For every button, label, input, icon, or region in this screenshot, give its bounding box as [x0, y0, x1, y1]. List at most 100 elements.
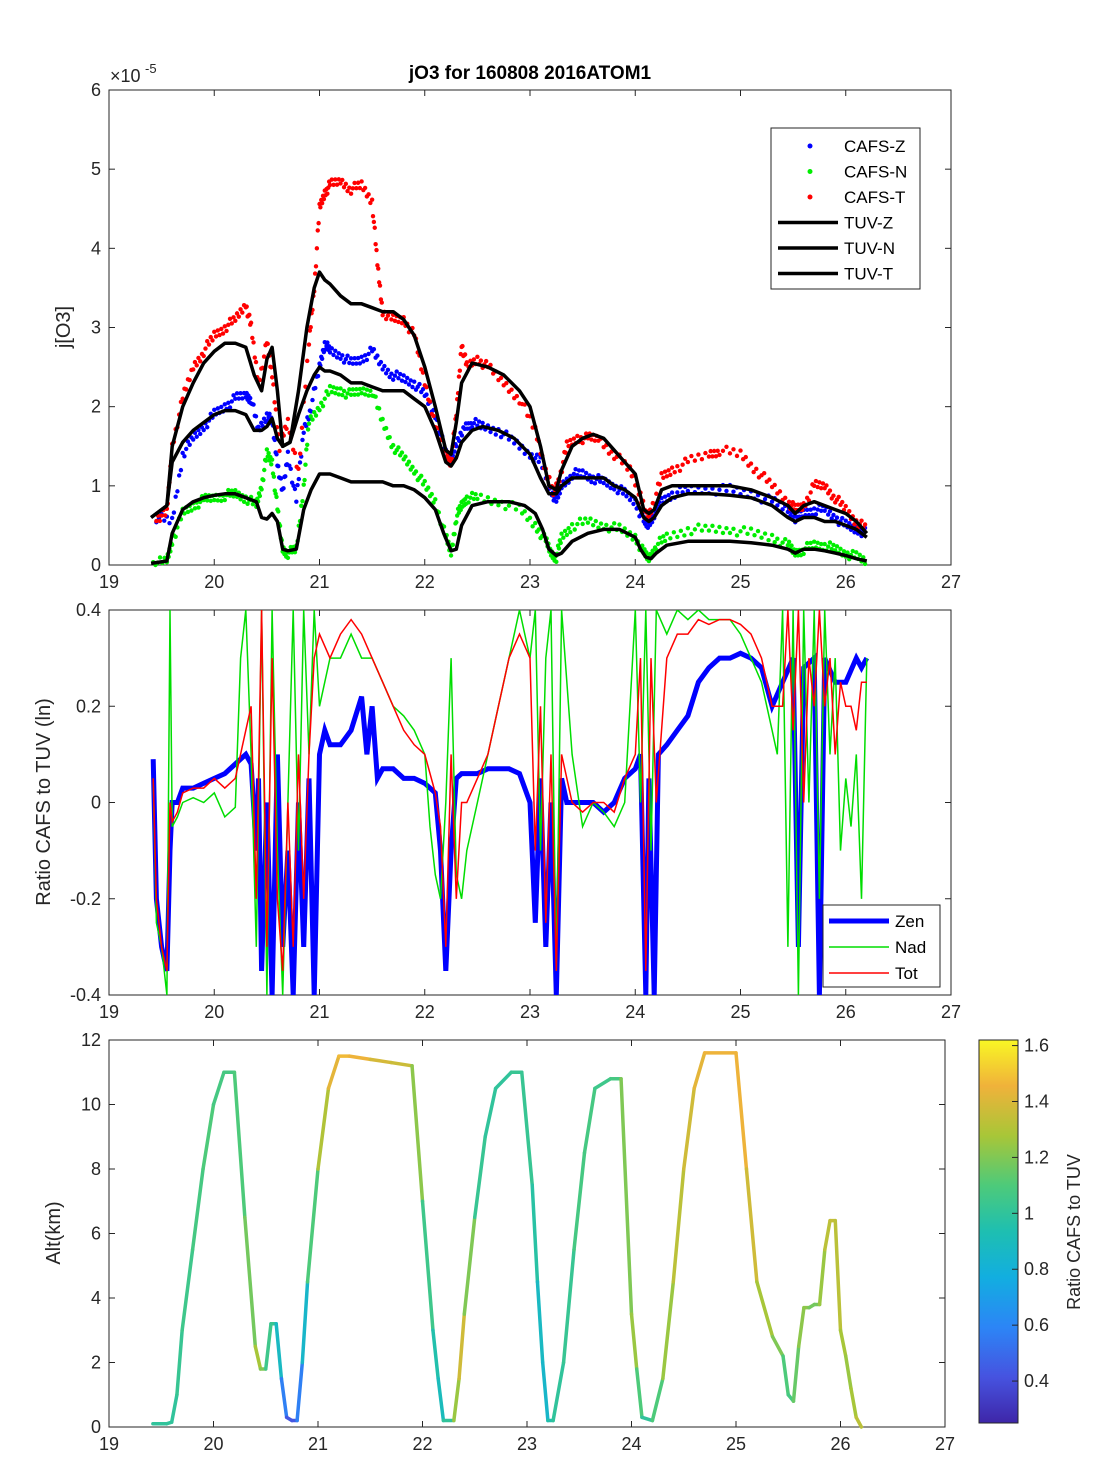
legend-label: CAFS-N	[844, 163, 907, 182]
data-point	[362, 353, 368, 358]
altitude-segment	[279, 1376, 289, 1420]
data-point	[720, 530, 726, 536]
legend-label: Zen	[895, 912, 924, 931]
data-point	[182, 454, 187, 459]
data-point	[517, 446, 522, 451]
data-point	[198, 359, 203, 364]
altitude-segment	[253, 1344, 263, 1371]
data-point	[329, 389, 334, 395]
data-point	[583, 470, 589, 476]
data-point	[572, 527, 577, 532]
data-point	[426, 485, 431, 490]
data-point	[522, 451, 527, 456]
altitude-segment	[368, 1057, 393, 1065]
data-point	[236, 396, 242, 401]
data-point	[677, 468, 683, 473]
data-point	[657, 535, 663, 541]
data-point	[450, 542, 456, 548]
data-point	[583, 516, 588, 521]
data-point	[580, 521, 585, 527]
x-tick-label: 19	[99, 1002, 119, 1022]
data-point	[380, 313, 385, 318]
data-point	[462, 352, 468, 357]
data-point	[668, 472, 673, 478]
data-point	[682, 533, 687, 538]
data-point	[305, 442, 310, 447]
legend-label: CAFS-Z	[844, 137, 905, 156]
data-point	[231, 315, 236, 320]
legend-label: TUV-Z	[844, 214, 893, 233]
data-point	[340, 353, 345, 358]
altitude-segment	[734, 1051, 749, 1171]
y-tick-label: 0	[91, 1417, 101, 1437]
data-point	[703, 450, 708, 456]
data-point	[244, 304, 249, 309]
data-point	[664, 474, 670, 479]
data-point	[767, 477, 772, 482]
data-point	[804, 507, 810, 513]
data-point	[396, 445, 401, 450]
altitude-segment	[629, 1312, 639, 1371]
x-tick-label: 27	[941, 1002, 961, 1022]
data-point	[820, 481, 826, 486]
x-tick-label: 21	[308, 1434, 328, 1454]
data-point	[252, 355, 257, 360]
data-point	[834, 515, 840, 520]
data-point	[454, 444, 459, 449]
data-point	[219, 326, 224, 332]
x-tick-label: 23	[517, 1434, 537, 1454]
data-point	[198, 431, 203, 437]
data-point	[840, 499, 845, 505]
data-point	[269, 462, 274, 467]
data-point	[478, 358, 484, 363]
data-point	[234, 311, 240, 316]
data-point	[326, 392, 331, 397]
data-point	[341, 360, 347, 365]
data-point	[238, 307, 243, 312]
data-point	[348, 356, 354, 361]
colorbar-tick-label: 1	[1024, 1203, 1034, 1223]
data-point	[285, 449, 291, 454]
data-point	[376, 266, 381, 271]
x-tick-label: 26	[836, 1002, 856, 1022]
data-point	[427, 399, 433, 404]
data-point	[248, 395, 253, 401]
x-tick-label: 22	[415, 1002, 435, 1022]
data-point	[720, 448, 726, 454]
data-point	[276, 509, 281, 514]
data-point	[493, 432, 498, 437]
x-tick-label: 21	[309, 1002, 329, 1022]
data-point	[267, 411, 272, 416]
data-point	[727, 451, 733, 456]
data-point	[734, 453, 740, 459]
x-tick-label: 24	[625, 1002, 645, 1022]
data-point	[566, 525, 571, 531]
data-point	[838, 546, 843, 551]
altitude-segment	[180, 1247, 195, 1332]
data-point	[847, 508, 852, 514]
data-point	[473, 491, 478, 497]
data-point	[183, 446, 189, 452]
data-point	[561, 535, 566, 540]
data-point	[345, 391, 350, 396]
data-point	[371, 346, 377, 352]
data-point	[236, 314, 242, 319]
data-point	[854, 550, 859, 555]
data-point	[836, 494, 841, 500]
data-point	[456, 374, 462, 379]
data-point	[169, 515, 175, 521]
data-point	[818, 508, 824, 513]
data-point	[738, 529, 743, 534]
x-tick-label: 20	[204, 1002, 224, 1022]
data-point	[374, 247, 379, 253]
data-point	[568, 437, 573, 443]
data-point	[263, 458, 269, 463]
data-point	[829, 546, 834, 552]
data-point	[338, 356, 343, 361]
data-point	[212, 329, 217, 335]
data-point	[321, 196, 327, 202]
ratio-panel: 19 20 21 22 23 24 25 26 27 -0.4 -0.2 0 0.2 0.4 Ratio …	[33, 600, 961, 1022]
colorbar-tick-label: 1.2	[1024, 1147, 1049, 1167]
data-point	[167, 520, 172, 526]
